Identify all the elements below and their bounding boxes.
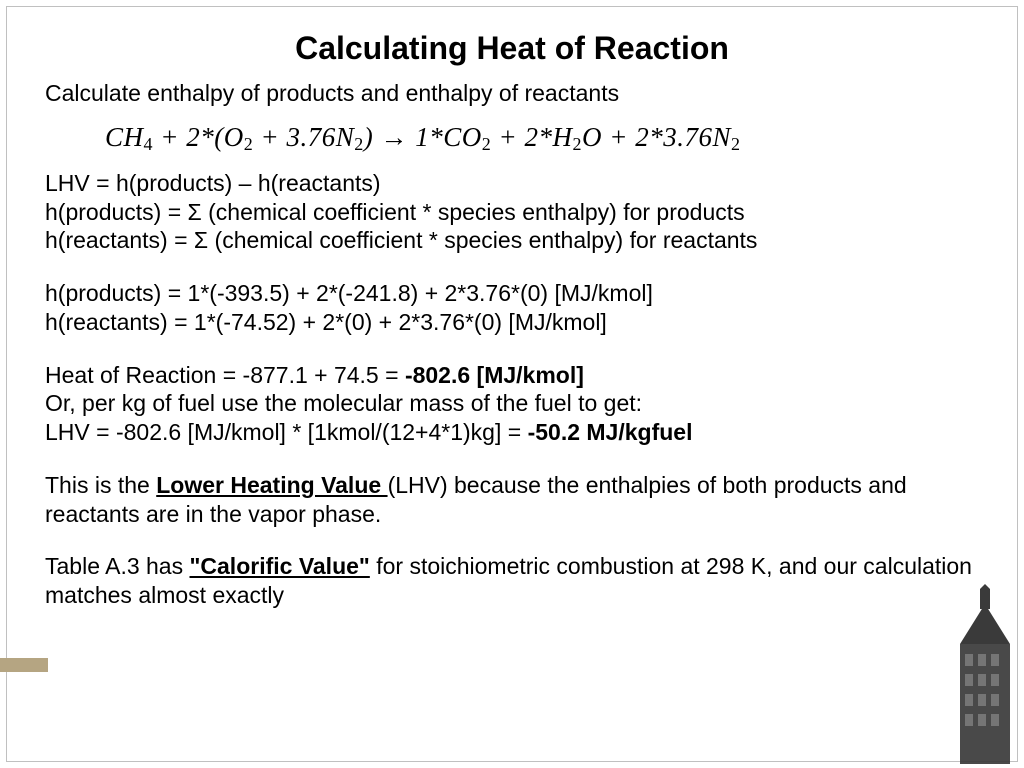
eq-sub-n2b: 2 bbox=[731, 134, 741, 154]
eq-co2: CO bbox=[443, 122, 482, 152]
eq-sub-4: 4 bbox=[144, 134, 154, 154]
lhv-calc-a: LHV = -802.6 [MJ/kmol] * [1kmol/(12+4*1)… bbox=[45, 419, 528, 445]
eq-arrow: ) → 1* bbox=[364, 122, 444, 152]
eq-n2a: N bbox=[336, 122, 355, 152]
lhv-term: Lower Heating Value bbox=[156, 472, 387, 498]
eq-plus-n2b: + 2*3.76 bbox=[602, 122, 712, 152]
building-icon bbox=[950, 584, 1020, 764]
table-ref-line: Table A.3 has "Calorific Value" for stoi… bbox=[45, 552, 979, 610]
eq-plus-2o2: + 2*( bbox=[153, 122, 224, 152]
eq-sub-o2: 2 bbox=[244, 134, 254, 154]
spacer bbox=[45, 337, 979, 361]
eq-ch4: CH bbox=[105, 122, 144, 152]
table-a: Table A.3 has bbox=[45, 553, 190, 579]
calorific-term: "Calorific Value" bbox=[190, 553, 370, 579]
lhv-explain-line: This is the Lower Heating Value (LHV) be… bbox=[45, 471, 979, 529]
eq-sub-n2a: 2 bbox=[354, 134, 364, 154]
spacer bbox=[45, 528, 979, 552]
hreact-calc-line: h(reactants) = 1*(-74.52) + 2*(0) + 2*3.… bbox=[45, 308, 979, 337]
eq-h2o-o: O bbox=[582, 122, 602, 152]
chemical-equation: CH4 + 2*(O2 + 3.76N2) → 1*CO2 + 2*H2O + … bbox=[105, 122, 979, 155]
lhv-result: -50.2 MJ/kgfuel bbox=[528, 419, 693, 445]
slide-title: Calculating Heat of Reaction bbox=[45, 30, 979, 67]
heat-text-a: Heat of Reaction = -877.1 + 74.5 = bbox=[45, 362, 405, 388]
slide-content: Calculating Heat of Reaction Calculate e… bbox=[45, 30, 979, 610]
intro-line: Calculate enthalpy of products and entha… bbox=[45, 79, 979, 108]
spacer bbox=[45, 255, 979, 279]
accent-bar bbox=[0, 658, 48, 672]
lhv-def-line: LHV = h(products) – h(reactants) bbox=[45, 169, 979, 198]
eq-o2: O bbox=[224, 122, 244, 152]
eq-h2o-h: H bbox=[552, 122, 572, 152]
eq-sub-h2o: 2 bbox=[572, 134, 582, 154]
eq-plus-n2a: + 3.76 bbox=[253, 122, 335, 152]
eq-sub-co2: 2 bbox=[482, 134, 492, 154]
hprod-calc-line: h(products) = 1*(-393.5) + 2*(-241.8) + … bbox=[45, 279, 979, 308]
spacer bbox=[45, 447, 979, 471]
heat-result: -802.6 [MJ/kmol] bbox=[405, 362, 584, 388]
eq-plus-h2o: + 2* bbox=[491, 122, 552, 152]
eq-n2b: N bbox=[712, 122, 731, 152]
lhv-exp-a: This is the bbox=[45, 472, 156, 498]
lhv-calc-line: LHV = -802.6 [MJ/kmol] * [1kmol/(12+4*1)… bbox=[45, 418, 979, 447]
per-kg-line: Or, per kg of fuel use the molecular mas… bbox=[45, 389, 979, 418]
hprod-def-line: h(products) = Σ (chemical coefficient * … bbox=[45, 198, 979, 227]
hreact-def-line: h(reactants) = Σ (chemical coefficient *… bbox=[45, 226, 979, 255]
heat-of-reaction-line: Heat of Reaction = -877.1 + 74.5 = -802.… bbox=[45, 361, 979, 390]
